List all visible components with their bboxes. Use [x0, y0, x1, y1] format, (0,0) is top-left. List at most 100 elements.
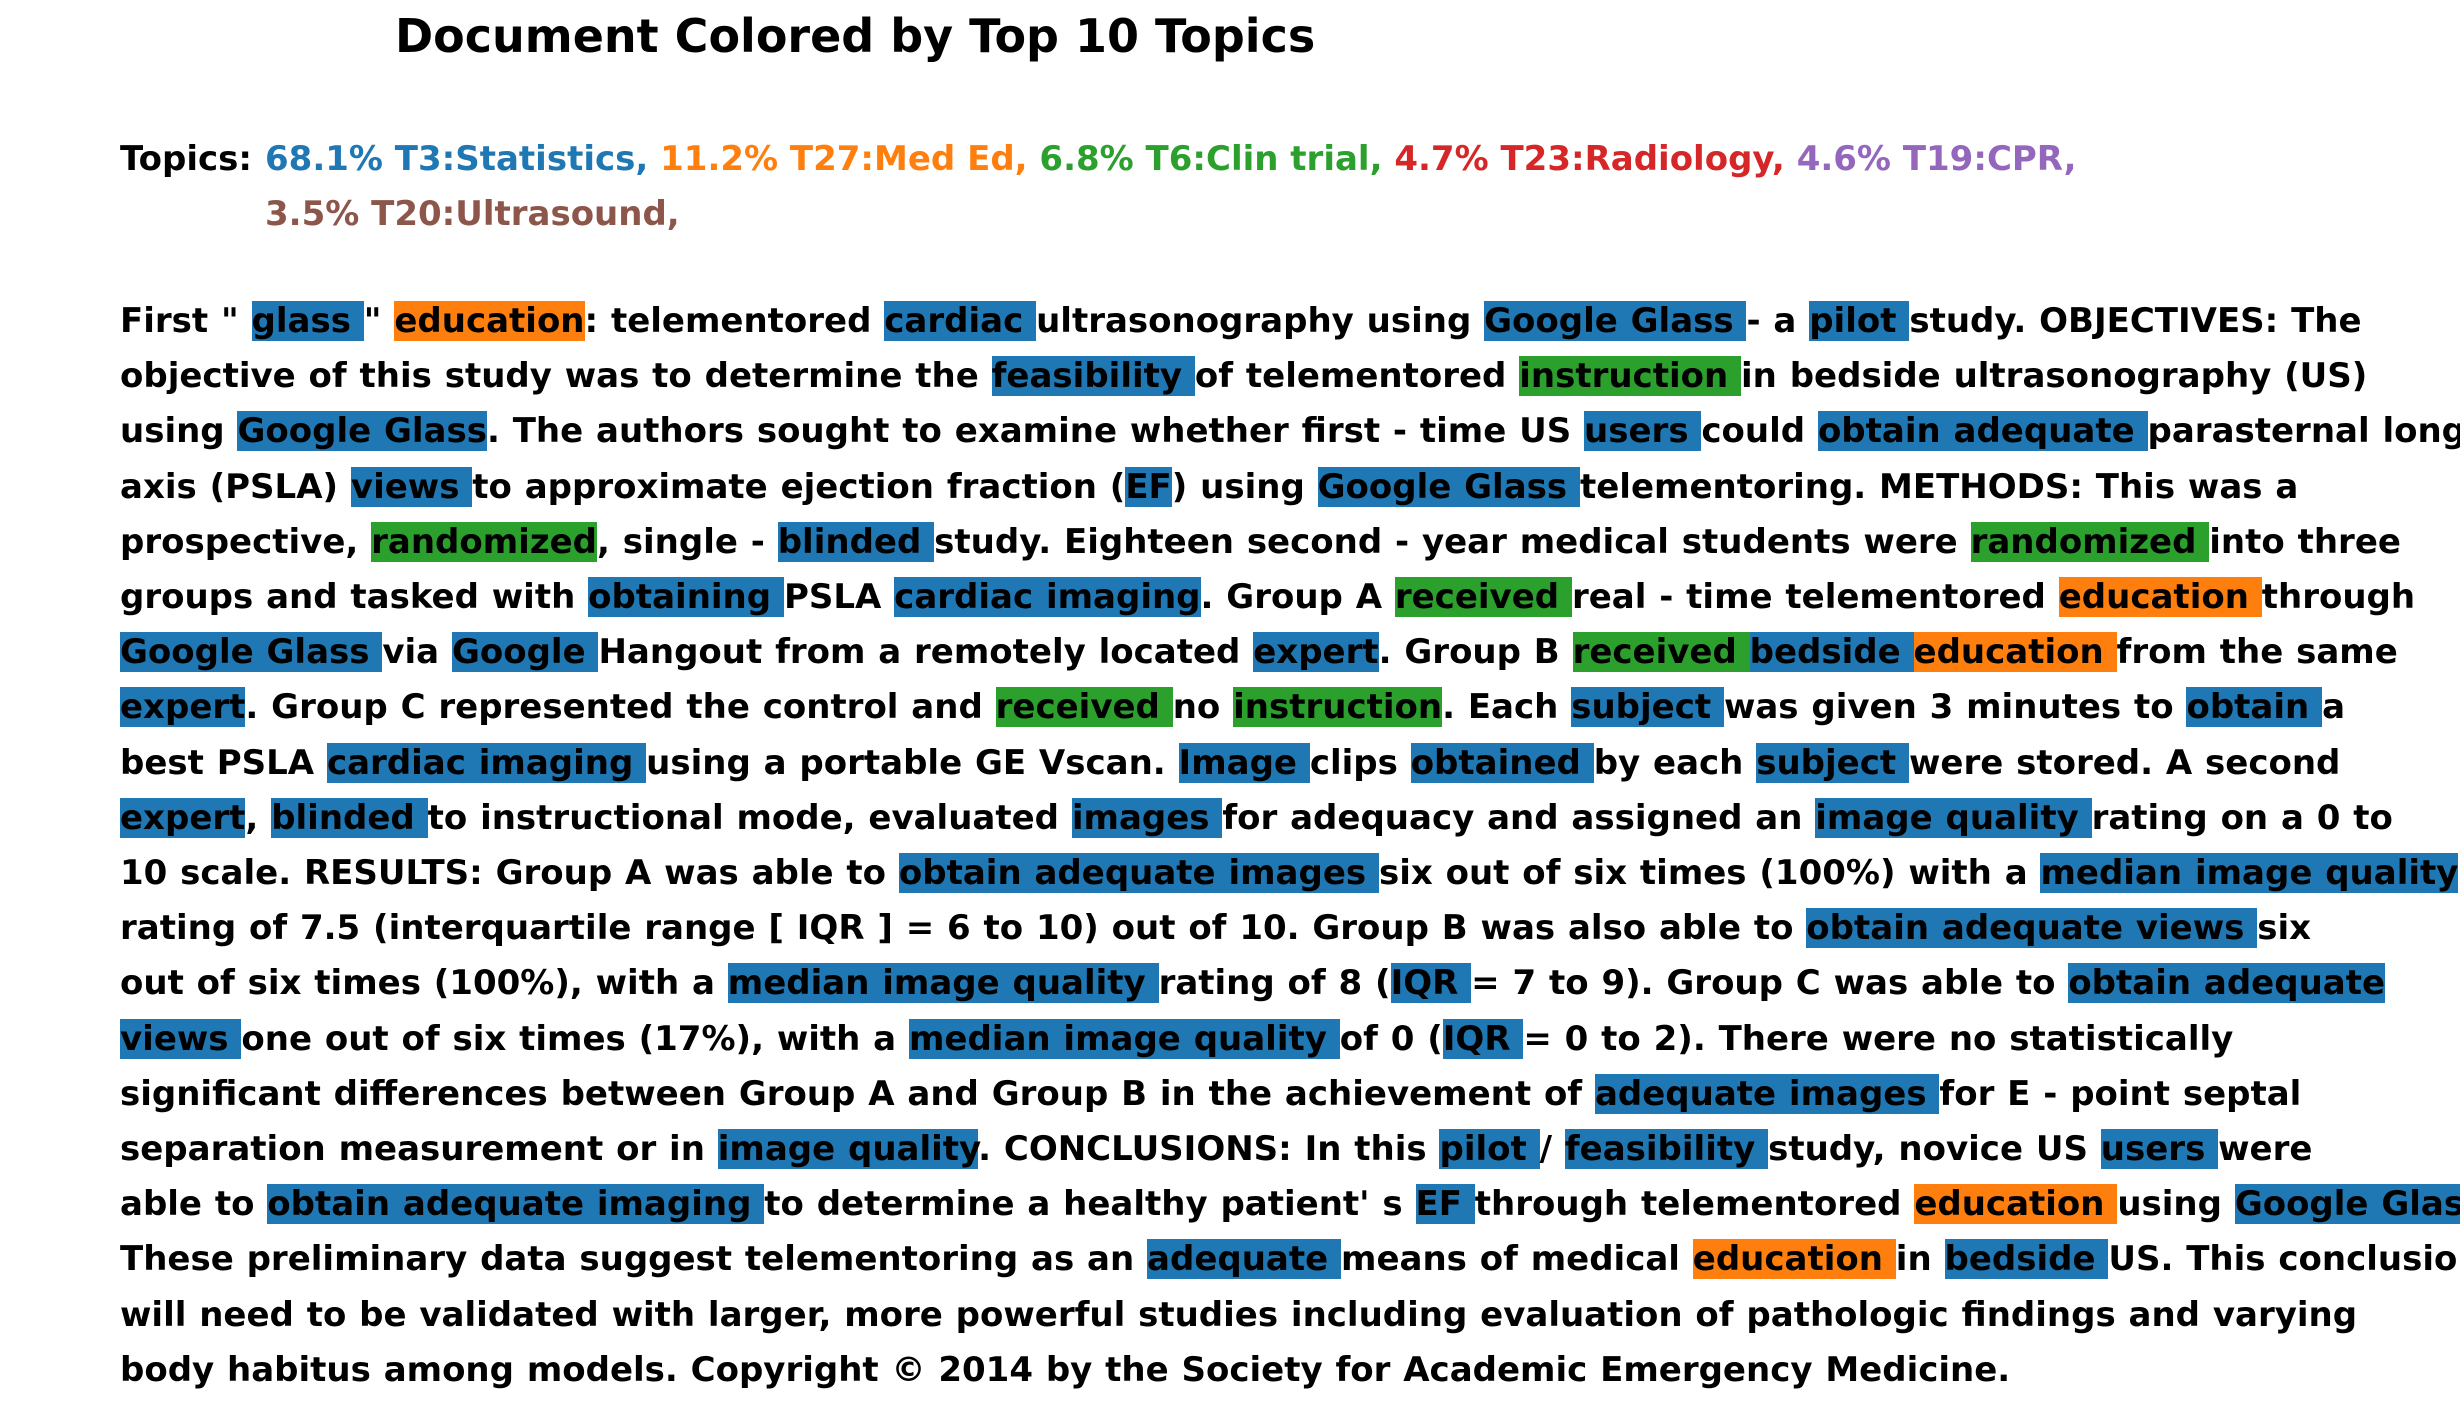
- highlighted-term: randomized: [371, 521, 598, 562]
- highlighted-term: subject: [1756, 742, 1909, 783]
- text-run: PSLA: [783, 577, 895, 618]
- text-run: no: [1172, 687, 1234, 728]
- topic-legend: Topics: 68.1% T3:Statistics, 11.2% T27:Me…: [120, 132, 2440, 242]
- text-run: means of medical: [1341, 1239, 1693, 1280]
- text-line: axis (PSLA) views to approximate ejectio…: [120, 460, 2450, 515]
- text-run: : telementored: [584, 301, 885, 341]
- text-run: were: [2218, 1129, 2313, 1170]
- text-run: six out of six times (100%) with a: [1378, 853, 2041, 894]
- highlighted-term: EF: [1415, 1184, 1475, 1225]
- highlighted-term: median image quality: [2040, 853, 2459, 894]
- text-run: for E - point septal: [1939, 1073, 2302, 1114]
- text-line: significant differences between Group A …: [120, 1067, 2450, 1122]
- text-line: body habitus among models. Copyright © 2…: [120, 1343, 2450, 1398]
- highlighted-term: adequate images: [1594, 1073, 1940, 1114]
- highlighted-term: Google Glass: [237, 411, 487, 452]
- text-line: rating of 7.5 (interquartile range [ IQR…: [120, 901, 2450, 956]
- text-run: from the same: [2116, 632, 2398, 673]
- highlighted-term: IQR: [1390, 963, 1472, 1004]
- text-run: - a: [1746, 301, 1810, 341]
- text-run: parasternal long: [2147, 411, 2460, 452]
- text-run: into three: [2209, 521, 2401, 562]
- text-run: study. OBJECTIVES: The: [1909, 301, 2362, 341]
- highlighted-term: randomized: [1970, 521, 2210, 562]
- text-run: to determine a healthy patient' s: [764, 1184, 1416, 1225]
- highlighted-term: education: [394, 301, 585, 341]
- text-line: using Google Glass. The authors sought t…: [120, 404, 2460, 459]
- topic-item: 6.8% T6:Clin trial,: [1039, 139, 1383, 179]
- highlighted-term: education: [2058, 577, 2262, 618]
- text-run: ,: [245, 797, 272, 838]
- text-run: . Group A: [1200, 577, 1395, 618]
- highlighted-term: median image quality: [727, 963, 1159, 1004]
- text-run: separation measurement or in: [120, 1129, 718, 1170]
- text-run: clips: [1309, 742, 1411, 783]
- text-run: US. This conclusion: [2108, 1239, 2460, 1280]
- text-run: 10 scale. RESULTS: Group A was able to: [120, 853, 899, 894]
- text-run: significant differences between Group A …: [120, 1073, 1595, 1114]
- text-run: . The authors sought to examine whether …: [486, 411, 1585, 452]
- text-run: telementoring. METHODS: This was a: [1579, 466, 2299, 507]
- text-run: ": [363, 301, 395, 341]
- text-line: expert. Group C represented the control …: [120, 680, 2450, 735]
- text-run: to instructional mode, evaluated: [427, 797, 1072, 838]
- text-run: will need to be validated with larger, m…: [120, 1294, 2358, 1335]
- text-run: could: [1701, 411, 1818, 452]
- highlighted-term: obtain adequate views: [1806, 908, 2258, 949]
- highlighted-term: Google Glass: [2234, 1184, 2460, 1225]
- highlighted-term: expert: [120, 797, 246, 838]
- text-run: via: [382, 632, 452, 673]
- text-run: prospective,: [120, 521, 372, 562]
- text-run: These preliminary data suggest telemento…: [120, 1239, 1148, 1280]
- topic-item: 68.1% T3:Statistics,: [265, 139, 649, 179]
- text-run: = 0 to 2). There were no statistically: [1523, 1018, 2234, 1059]
- highlighted-term: expert: [1253, 632, 1379, 673]
- highlighted-term: glass: [251, 301, 364, 341]
- highlighted-term: obtaining: [588, 577, 784, 618]
- text-run: in bedside ultrasonography (US): [1741, 356, 2368, 397]
- text-run: ) using: [1171, 466, 1318, 507]
- highlighted-term: bedside: [1944, 1239, 2109, 1280]
- text-run: best PSLA: [120, 742, 327, 783]
- text-run: . Group B: [1378, 632, 1573, 673]
- text-run: of 0 (: [1339, 1018, 1443, 1059]
- document-text: First " glass " education: telementored …: [120, 294, 2460, 1398]
- text-line: These preliminary data suggest telemento…: [120, 1232, 2460, 1287]
- highlighted-term: cardiac imaging: [326, 742, 647, 783]
- highlighted-term: instruction: [1233, 687, 1443, 728]
- highlighted-term: obtain adequate: [1817, 411, 2148, 452]
- text-line: best PSLA cardiac imaging using a portab…: [120, 736, 2450, 791]
- highlighted-term: education: [1692, 1239, 1896, 1280]
- highlighted-term: image quality: [717, 1129, 979, 1170]
- highlighted-term: feasibility: [1564, 1129, 1769, 1170]
- text-line: groups and tasked with obtaining PSLA ca…: [120, 570, 2450, 625]
- topic-item: 4.7% T23:Radiology,: [1394, 139, 1785, 179]
- text-line: views one out of six times (17%), with a…: [120, 1012, 2450, 1067]
- text-line: out of six times (100%), with a median i…: [120, 956, 2450, 1011]
- topic-item: 4.6% T19:CPR,: [1796, 139, 2077, 179]
- text-line: will need to be validated with larger, m…: [120, 1288, 2450, 1343]
- text-run: able to: [120, 1184, 268, 1225]
- highlighted-term: instruction: [1519, 356, 1742, 397]
- text-run: to approximate ejection fraction (: [472, 466, 1126, 507]
- highlighted-term: obtain adequate: [2068, 963, 2386, 1004]
- text-line: Google Glass via Google Hangout from a r…: [120, 625, 2450, 680]
- highlighted-term: adequate: [1147, 1239, 1342, 1280]
- highlighted-term: Image: [1178, 742, 1310, 783]
- text-run: . Each: [1442, 687, 1572, 728]
- text-run: , single -: [597, 521, 778, 562]
- text-run: . Group C represented the control and: [245, 687, 996, 728]
- text-run: groups and tasked with: [120, 577, 589, 618]
- highlighted-term: pilot: [1809, 301, 1910, 341]
- highlighted-term: median image quality: [908, 1018, 1340, 1059]
- text-run: First ": [120, 301, 252, 341]
- highlighted-term: Google Glass: [1317, 466, 1580, 507]
- text-run: of telementored: [1194, 356, 1520, 397]
- highlighted-term: blinded: [777, 521, 935, 562]
- text-run: body habitus among models. Copyright © 2…: [120, 1349, 2011, 1390]
- highlighted-term: views: [120, 1018, 242, 1059]
- highlighted-term: obtain adequate imaging: [267, 1184, 765, 1225]
- text-run: study, novice US: [1768, 1129, 2101, 1170]
- highlighted-term: obtain adequate images: [898, 853, 1379, 894]
- highlighted-term: pilot: [1439, 1129, 1540, 1170]
